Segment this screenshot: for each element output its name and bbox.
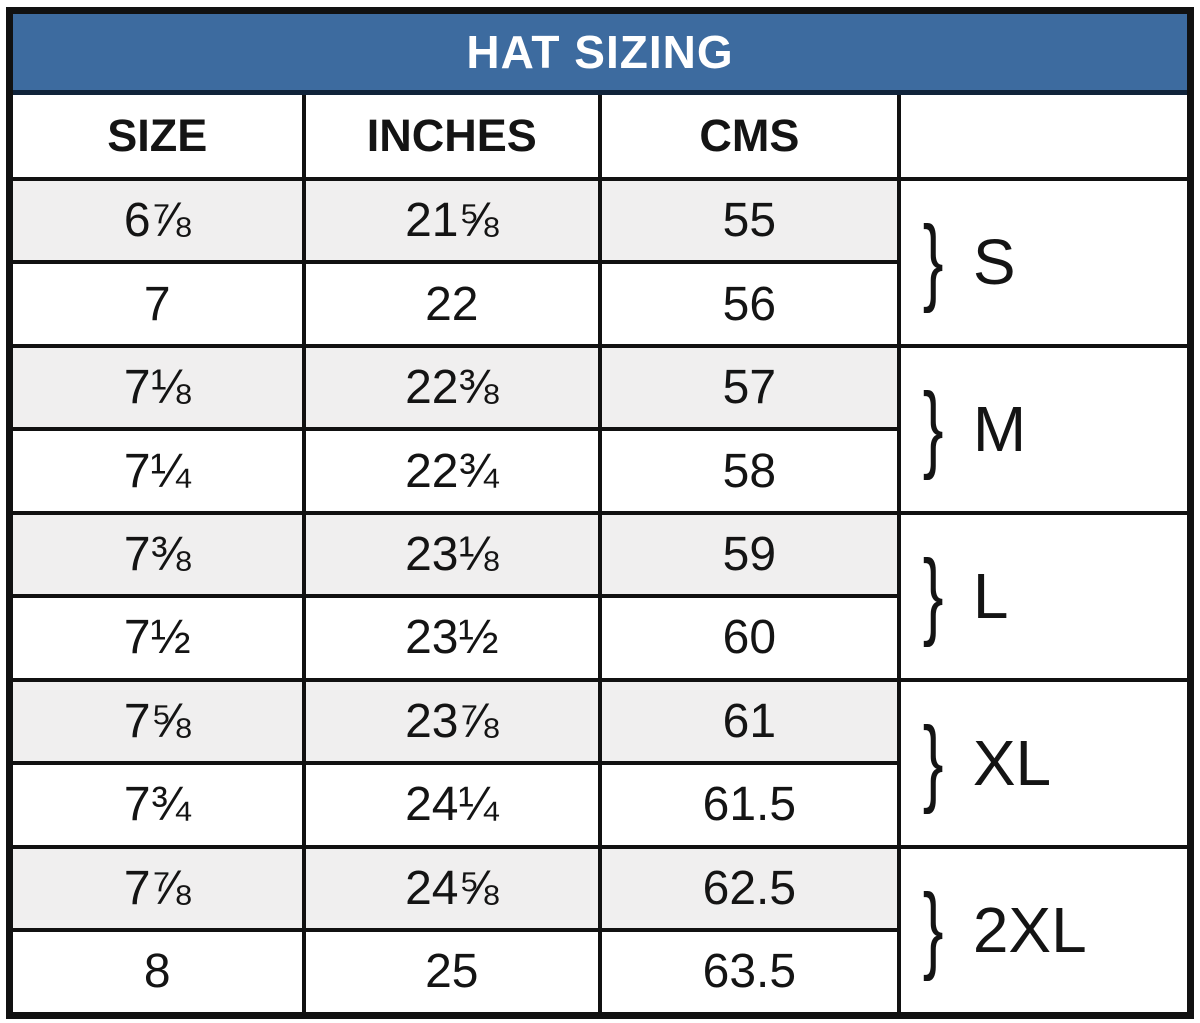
brace-glyph: }	[922, 541, 944, 649]
column-header-group	[896, 90, 1193, 181]
brace-glyph: }	[922, 708, 944, 816]
inches-cell: 21⅝	[301, 176, 602, 265]
inches-cell: 22	[301, 260, 602, 348]
hat-sizing-table: HAT SIZING SIZE INCHES CMS 6⅞ 21⅝ 55 } S…	[6, 7, 1194, 1019]
size-cell: 7⅝	[7, 677, 306, 766]
cms-cell: 59	[597, 510, 901, 599]
table-row: 7⅛ 22⅜ 57 } M	[7, 343, 1193, 515]
brace-glyph: }	[922, 876, 944, 983]
table-row: 7½ 23½ 60	[7, 594, 1191, 682]
table-row: 8 25 63.5	[7, 927, 1191, 1018]
inches-cell: 24¼	[301, 761, 602, 849]
table-row: 6⅞ 21⅝ 55 } S	[7, 176, 1193, 348]
group-label: M	[972, 393, 1027, 466]
size-cell: 7⅜	[7, 510, 306, 599]
group-cell-s: } S	[896, 177, 1193, 348]
table-row: 7⅜ 23⅛ 59 } L	[7, 510, 1193, 682]
size-cell: 8	[7, 927, 306, 1018]
cms-cell: 62.5	[597, 844, 901, 932]
table-row: 7⅞ 24⅝ 62.5 } 2XL	[7, 844, 1193, 1018]
group-label: 2XL	[972, 894, 1087, 967]
size-cell: 7⅞	[7, 844, 306, 932]
brace-glyph: }	[922, 375, 944, 483]
group-label: S	[972, 226, 1016, 299]
table-row: 7¼ 22¾ 58	[7, 427, 1191, 515]
group-cell-m: } M	[896, 343, 1193, 515]
column-header-row: SIZE INCHES CMS	[7, 90, 1193, 181]
cms-cell: 61	[597, 677, 901, 766]
column-header-cms: CMS	[597, 90, 901, 181]
table-row: 7¾ 24¼ 61.5	[7, 761, 1191, 849]
cms-cell: 60	[597, 594, 901, 682]
inches-cell: 22⅜	[301, 343, 602, 432]
cms-cell: 56	[597, 260, 901, 348]
group-label: XL	[972, 727, 1052, 800]
group-cell-xl: } XL	[896, 677, 1193, 849]
inches-cell: 23½	[301, 594, 602, 682]
size-cell: 7½	[7, 594, 306, 682]
size-cell: 7¾	[7, 761, 306, 849]
inches-cell: 23⅞	[301, 677, 602, 766]
cms-cell: 63.5	[597, 927, 901, 1018]
cms-cell: 57	[597, 343, 901, 432]
inches-cell: 24⅝	[301, 844, 602, 932]
inches-cell: 22¾	[301, 427, 602, 515]
table-title-row: HAT SIZING	[7, 8, 1193, 95]
table-row: 7⅝ 23⅞ 61 } XL	[7, 677, 1193, 849]
brace-glyph: }	[922, 208, 944, 316]
table-title: HAT SIZING	[7, 8, 1193, 95]
size-cell: 6⅞	[7, 176, 306, 265]
table-row: 7 22 56	[7, 260, 1191, 348]
cms-cell: 55	[597, 176, 901, 265]
size-cell: 7⅛	[7, 343, 306, 432]
group-label: L	[972, 560, 1009, 633]
group-cell-2xl: } 2XL	[896, 844, 1193, 1018]
cms-cell: 61.5	[597, 761, 901, 849]
size-cell: 7	[7, 260, 306, 348]
cms-cell: 58	[597, 427, 901, 515]
inches-cell: 25	[301, 927, 602, 1018]
group-cell-l: } L	[896, 510, 1193, 682]
column-header-size: SIZE	[7, 90, 306, 181]
column-header-inches: INCHES	[301, 90, 602, 181]
size-cell: 7¼	[7, 427, 306, 515]
inches-cell: 23⅛	[301, 510, 602, 599]
